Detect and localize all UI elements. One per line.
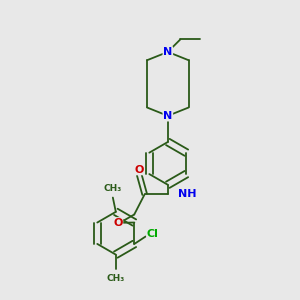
Text: CH₃: CH₃ [107, 274, 125, 283]
Text: Cl: Cl [147, 230, 159, 239]
Text: N: N [163, 47, 172, 57]
Text: NH: NH [178, 189, 197, 199]
Text: O: O [113, 218, 123, 228]
Text: O: O [135, 165, 144, 175]
Text: N: N [163, 111, 172, 121]
Text: CH₃: CH₃ [104, 184, 122, 193]
